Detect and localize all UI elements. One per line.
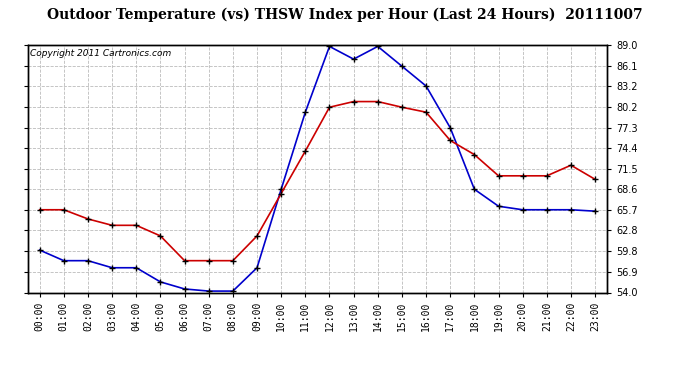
Text: Copyright 2011 Cartronics.com: Copyright 2011 Cartronics.com <box>30 49 172 58</box>
Text: Outdoor Temperature (vs) THSW Index per Hour (Last 24 Hours)  20111007: Outdoor Temperature (vs) THSW Index per … <box>47 8 643 22</box>
